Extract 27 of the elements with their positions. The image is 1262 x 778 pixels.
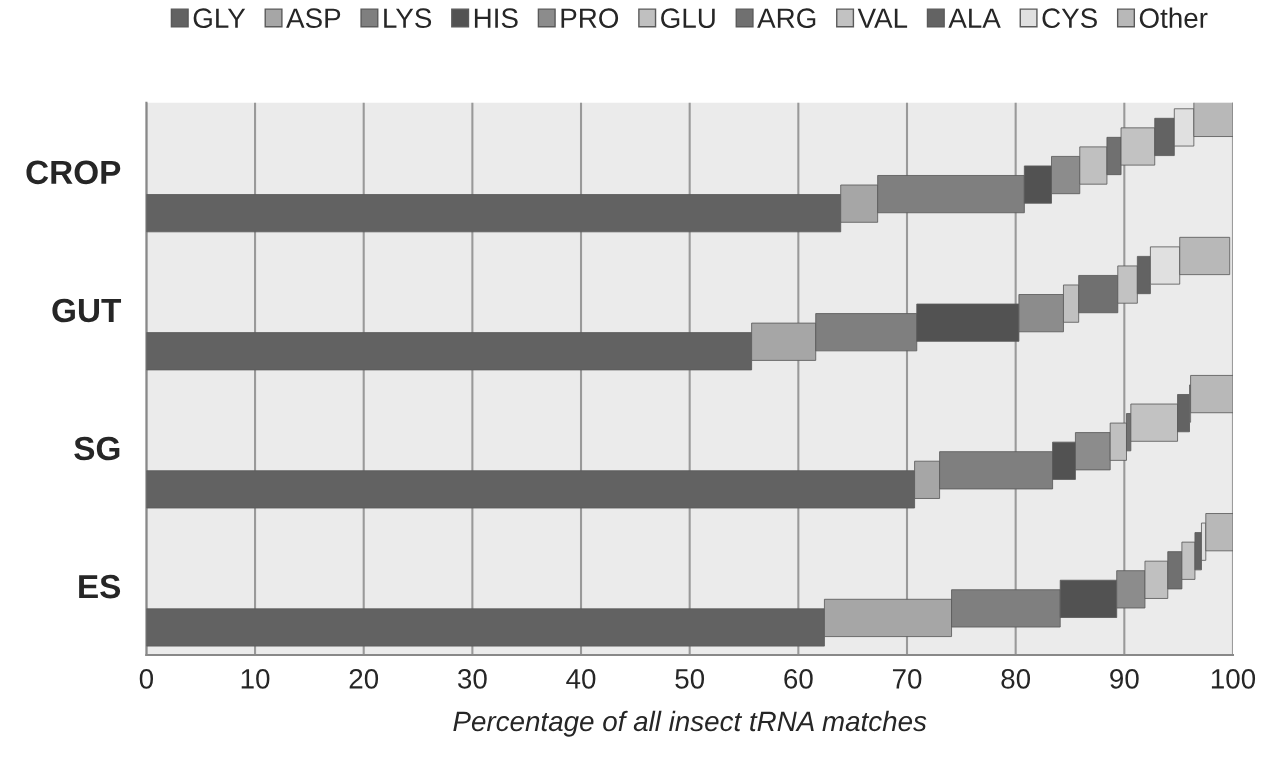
y-tick-label: CROP — [26, 160, 121, 185]
legend-label: VAL — [857, 8, 908, 28]
legend-label: ASP — [286, 8, 341, 29]
legend-label: HIS — [474, 8, 518, 29]
x-tick-label: 60 — [784, 669, 813, 689]
x-tick-label: 10 — [241, 669, 270, 689]
x-tick-label: 30 — [457, 669, 487, 689]
x-axis-title: Percentage of all insect tRNA matches — [453, 710, 927, 737]
legend-label: Other — [1139, 7, 1208, 29]
x-tick-label: 20 — [349, 669, 379, 689]
x-tick-label: 50 — [675, 669, 705, 689]
legend-label: GLY — [193, 8, 246, 29]
legend-label: PRO — [561, 8, 619, 29]
y-tick-label: ES — [79, 574, 121, 599]
x-tick-label: 100 — [1211, 669, 1256, 689]
x-tick-label: 90 — [1110, 669, 1139, 689]
legend-label: LYS — [384, 8, 432, 29]
x-tick-label: 40 — [566, 669, 596, 689]
legend-label: ALA — [948, 8, 1001, 28]
legend-label: GLU — [661, 8, 715, 29]
y-tick-label: GUT — [52, 298, 122, 323]
legend-label: CYS — [1042, 8, 1097, 29]
legend-label: ARG — [757, 8, 816, 29]
x-tick-label: 0 — [139, 669, 154, 689]
x-tick-label: 70 — [892, 669, 922, 689]
x-tick-label: 80 — [1001, 669, 1031, 689]
y-tick-label: SG — [74, 436, 120, 461]
